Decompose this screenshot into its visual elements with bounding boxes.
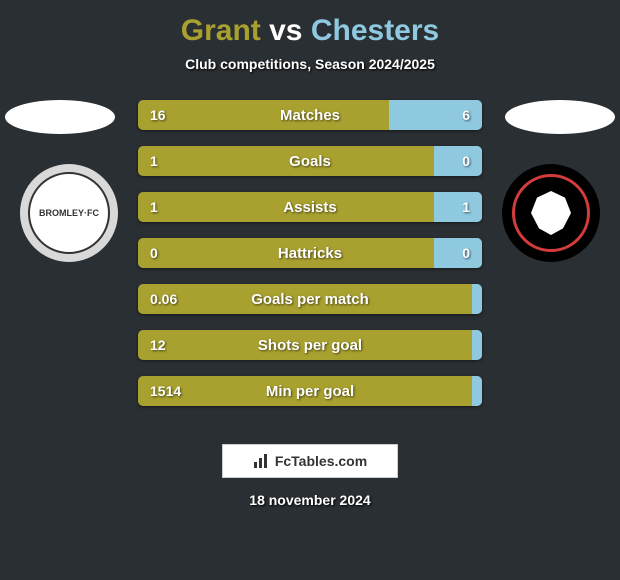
stat-label: Matches — [138, 100, 482, 130]
bars-icon — [253, 453, 271, 469]
stat-bars: 16Matches61Goals01Assists10Hattricks00.0… — [138, 100, 482, 422]
stats-area: BROMLEY·FC 16Matches61Goals01Assists10Ha… — [0, 100, 620, 430]
stat-row: 0.06Goals per match — [138, 284, 482, 314]
comparison-title: Grant vs Chesters — [0, 0, 620, 48]
report-date: 18 november 2024 — [0, 492, 620, 508]
vs-separator: vs — [269, 14, 302, 47]
right-ellipse-decor — [505, 100, 615, 134]
stat-value-right: 1 — [462, 192, 470, 222]
stat-value-right: 6 — [462, 100, 470, 130]
stat-label: Goals — [138, 146, 482, 176]
stat-value-right: 0 — [462, 238, 470, 268]
stat-label: Goals per match — [138, 284, 482, 314]
stat-row: 1Assists1 — [138, 192, 482, 222]
player1-name: Grant — [181, 14, 261, 47]
lion-icon — [531, 191, 571, 235]
club-badge-right — [502, 164, 600, 262]
stat-row: 0Hattricks0 — [138, 238, 482, 268]
brand-text: FcTables.com — [275, 453, 367, 469]
subtitle: Club competitions, Season 2024/2025 — [0, 56, 620, 72]
club-badge-right-inner — [512, 174, 590, 252]
stat-label: Min per goal — [138, 376, 482, 406]
club-badge-left-label: BROMLEY·FC — [28, 172, 110, 254]
player2-name: Chesters — [311, 14, 439, 47]
stat-row: 16Matches6 — [138, 100, 482, 130]
left-ellipse-decor — [5, 100, 115, 134]
stat-value-right: 0 — [462, 146, 470, 176]
stat-label: Assists — [138, 192, 482, 222]
stat-label: Shots per goal — [138, 330, 482, 360]
stat-row: 1514Min per goal — [138, 376, 482, 406]
stat-row: 12Shots per goal — [138, 330, 482, 360]
club-badge-left: BROMLEY·FC — [20, 164, 118, 262]
fctables-logo: FcTables.com — [222, 444, 398, 478]
stat-label: Hattricks — [138, 238, 482, 268]
stat-row: 1Goals0 — [138, 146, 482, 176]
